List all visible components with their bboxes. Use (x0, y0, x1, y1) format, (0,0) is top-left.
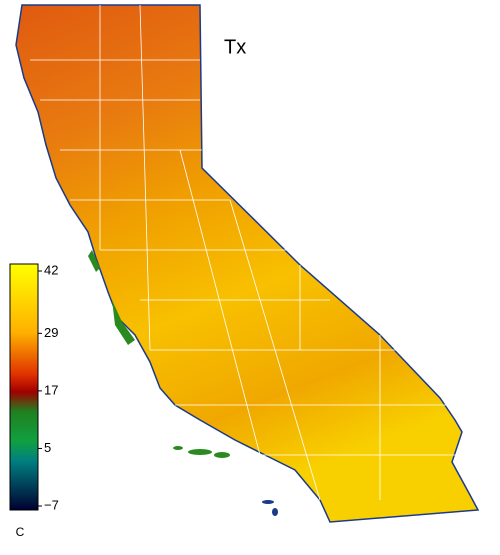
islands (173, 446, 278, 516)
colorbar-unit: C (16, 525, 25, 539)
colorbar-tick-label: 5 (44, 440, 51, 455)
map-title: Tx (224, 36, 246, 58)
colorbar-tick-label: −7 (44, 497, 59, 512)
county-lines (30, 4, 460, 501)
colorbar (9, 263, 39, 511)
colorbar-tick-label: 42 (44, 262, 58, 277)
california-shape (15, 4, 480, 523)
colorbar-tick-label: 17 (44, 382, 58, 397)
colorbar-ticks: 42 29 17 5 −7 (38, 262, 59, 512)
coastal-cool-zone (88, 250, 135, 345)
colorbar-tick-label: 29 (44, 325, 58, 340)
